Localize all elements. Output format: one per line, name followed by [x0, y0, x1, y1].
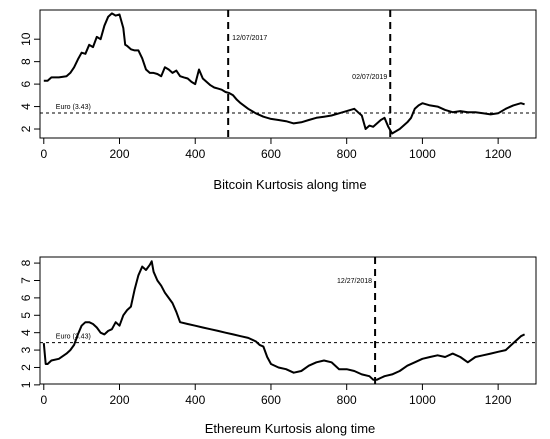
y-tick-label: 8 — [19, 58, 33, 65]
y-tick-label: 6 — [19, 294, 33, 301]
y-tick-label: 10 — [19, 32, 33, 46]
y-tick-label: 5 — [19, 312, 33, 319]
x-axis-title: Bitcoin Kurtosis along time — [213, 177, 366, 192]
date-marker-label-12-07-2017: 12/07/2017 — [232, 35, 267, 42]
ethereum-chart-panel: 0 200 400 600 800 1000 1200 1 2 3 4 5 6 7 8 Euro (3.43)… — [19, 256, 537, 436]
y-tick-label: 2 — [19, 364, 33, 371]
euro-reference-label: Euro (3.43) — [56, 334, 91, 341]
x-tick-label: 600 — [261, 147, 281, 161]
plot-frame — [39, 256, 537, 385]
x-axis-title: Ethereum Kurtosis along time — [205, 421, 376, 436]
x-tick-label: 800 — [337, 147, 357, 161]
x-tick-label: 400 — [185, 147, 205, 161]
x-tick-label: 600 — [261, 393, 281, 407]
x-tick-label: 400 — [185, 393, 205, 407]
x-tick-label: 1200 — [485, 147, 512, 161]
y-tick-label: 7 — [19, 277, 33, 284]
x-tick-label: 200 — [109, 147, 129, 161]
x-tick-label: 1000 — [409, 393, 436, 407]
y-tick-label: 8 — [19, 259, 33, 266]
y-tick-label: 1 — [19, 381, 33, 388]
date-marker-label-02-07-2019: 02/07/2019 — [352, 74, 387, 81]
kurtosis-series-line — [43, 12, 525, 135]
kurtosis-series-line — [42, 260, 526, 381]
y-tick-label: 3 — [19, 346, 33, 353]
y-tick-label: 4 — [19, 329, 33, 336]
x-tick-label: 1000 — [409, 147, 436, 161]
x-tick-label: 1200 — [485, 393, 512, 407]
bitcoin-chart-panel: 0 200 400 600 800 1000 1200 2 4 6 8 10 Euro (3.43) 12… — [19, 9, 537, 192]
plot-frame — [39, 9, 537, 139]
y-tick-label: 2 — [19, 125, 33, 132]
euro-reference-label: Euro (3.43) — [56, 104, 91, 111]
date-marker-label-12-27-2018: 12/27/2018 — [337, 278, 372, 285]
x-tick-label: 0 — [40, 393, 47, 407]
x-tick-label: 0 — [40, 147, 47, 161]
y-tick-label: 4 — [19, 103, 33, 110]
x-tick-label: 800 — [337, 393, 357, 407]
x-tick-label: 200 — [109, 393, 129, 407]
y-tick-label: 6 — [19, 80, 33, 87]
